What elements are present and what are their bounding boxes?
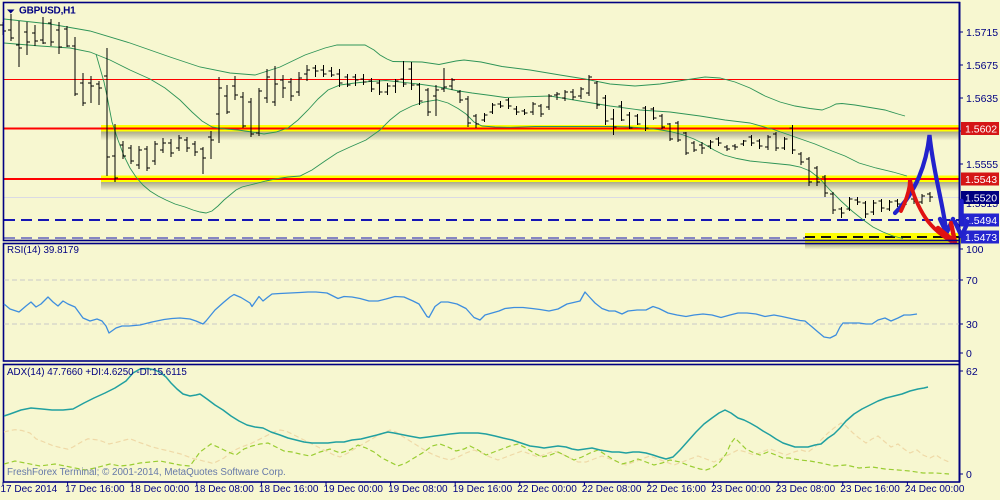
svg-text:24 Dec 00:00: 24 Dec 00:00 [905,484,965,495]
svg-text:70: 70 [966,275,978,287]
svg-text:1.5555: 1.5555 [966,159,998,171]
svg-text:22 Dec 00:00: 22 Dec 00:00 [517,484,577,495]
svg-text:23 Dec 16:00: 23 Dec 16:00 [840,484,900,495]
svg-text:22 Dec 08:00: 22 Dec 08:00 [582,484,642,495]
svg-text:23 Dec 08:00: 23 Dec 08:00 [776,484,836,495]
svg-text:ADX(14) 47.7660 +DI:4.6250 -DI: ADX(14) 47.7660 +DI:4.6250 -DI:15.6115 [7,367,187,378]
svg-text:22 Dec 16:00: 22 Dec 16:00 [647,484,707,495]
svg-text:FreshForex Terminal; © 2001-20: FreshForex Terminal; © 2001-2014, MetaQu… [7,467,286,478]
svg-text:GBPUSD,H1: GBPUSD,H1 [19,6,76,17]
svg-text:1.5715: 1.5715 [966,27,998,39]
svg-text:0: 0 [966,348,972,360]
svg-text:100: 100 [966,244,984,256]
svg-text:18 Dec 00:00: 18 Dec 00:00 [130,484,190,495]
svg-text:62: 62 [966,366,978,378]
svg-text:0: 0 [966,469,972,481]
svg-text:19 Dec 16:00: 19 Dec 16:00 [453,484,513,495]
svg-text:1.5635: 1.5635 [966,93,998,105]
svg-text:1.5520: 1.5520 [965,193,997,205]
svg-text:17 Dec 16:00: 17 Dec 16:00 [65,484,125,495]
svg-text:18 Dec 16:00: 18 Dec 16:00 [259,484,319,495]
svg-text:18 Dec 08:00: 18 Dec 08:00 [194,484,254,495]
svg-text:23 Dec 00:00: 23 Dec 00:00 [711,484,771,495]
svg-text:19 Dec 00:00: 19 Dec 00:00 [324,484,384,495]
svg-text:1.5473: 1.5473 [965,232,997,244]
svg-text:1.5543: 1.5543 [965,174,997,186]
svg-text:19 Dec 08:00: 19 Dec 08:00 [388,484,448,495]
svg-text:17 Dec 2014: 17 Dec 2014 [1,484,58,495]
svg-text:RSI(14) 39.8179: RSI(14) 39.8179 [7,245,79,256]
svg-text:30: 30 [966,319,978,331]
svg-text:1.5494: 1.5494 [965,215,997,227]
svg-text:1.5675: 1.5675 [966,60,998,72]
svg-text:1.5602: 1.5602 [965,124,997,136]
